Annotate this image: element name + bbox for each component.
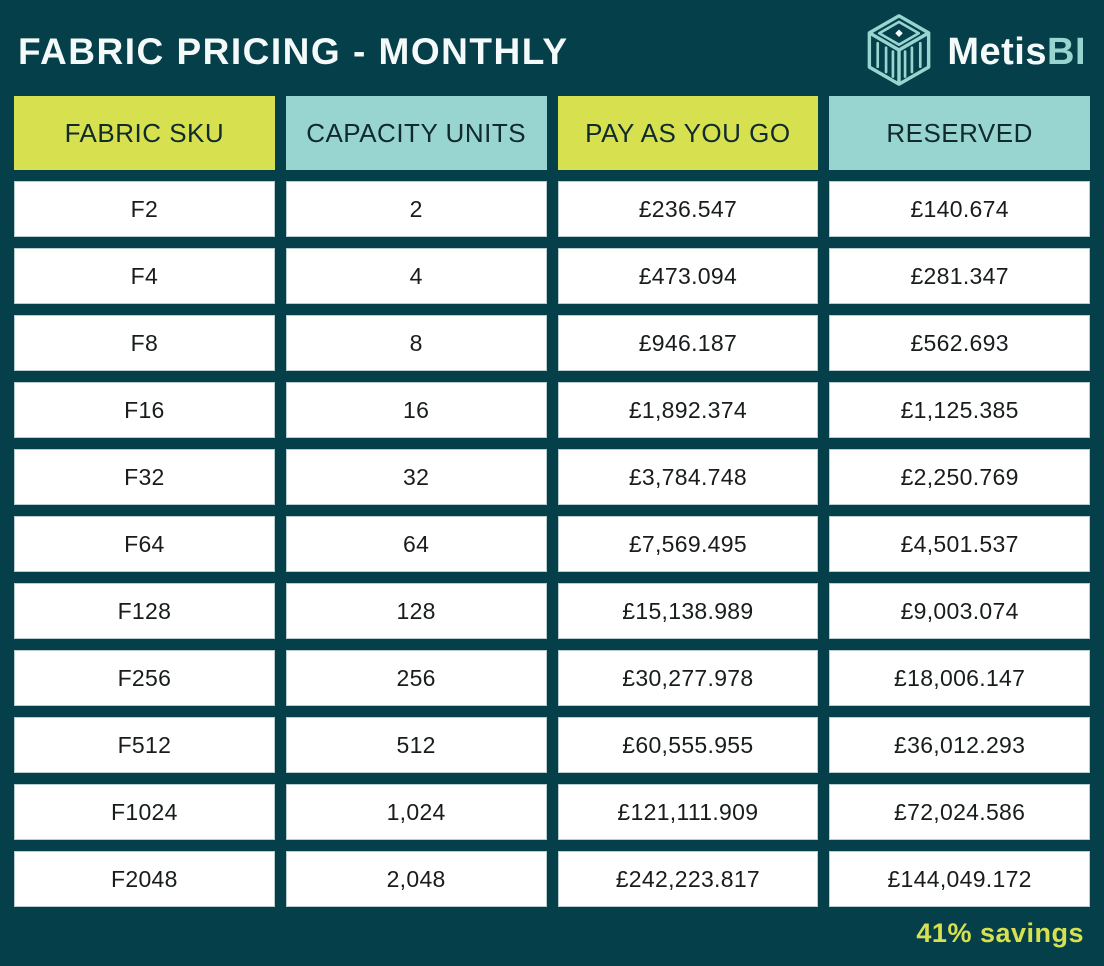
column-header-reserved: RESERVED [829,96,1090,170]
table-cell-reserved: £36,012.293 [829,717,1090,773]
table-cell-payg: £15,138.989 [557,583,819,639]
table-cell-reserved: £1,125.385 [829,382,1090,438]
table-cell-sku: F16 [14,382,275,438]
pricing-table: FABRIC SKU CAPACITY UNITS PAY AS YOU GO … [14,96,1090,907]
table-cell-sku: F4 [14,248,275,304]
table-cell-payg: £242,223.817 [557,851,819,907]
table-cell-sku: F128 [14,583,275,639]
table-cell-reserved: £140.674 [829,181,1090,237]
table-cell-payg: £236.547 [557,181,819,237]
table-cell-payg: £30,277.978 [557,650,819,706]
brand-logo: MetisBI [861,12,1086,93]
metisbi-cube-logo-icon [861,12,937,93]
table-cell-reserved: £18,006.147 [829,650,1090,706]
table-cell-reserved: £281.347 [829,248,1090,304]
table-cell-units: 32 [285,449,547,505]
column-header-capacity-units: CAPACITY UNITS [285,96,547,170]
table-cell-payg: £946.187 [557,315,819,371]
table-cell-sku: F256 [14,650,275,706]
table-cell-sku: F8 [14,315,275,371]
table-cell-units: 128 [285,583,547,639]
table-cell-units: 1,024 [285,784,547,840]
table-cell-payg: £121,111.909 [557,784,819,840]
table-cell-payg: £3,784.748 [557,449,819,505]
table-cell-units: 2,048 [285,851,547,907]
table-cell-units: 512 [285,717,547,773]
table-cell-reserved: £2,250.769 [829,449,1090,505]
table-cell-payg: £1,892.374 [557,382,819,438]
table-cell-sku: F64 [14,516,275,572]
page-title: FABRIC PRICING - MONTHLY [18,31,569,72]
footer: 41% savings [0,907,1104,966]
table-cell-payg: £473.094 [557,248,819,304]
table-cell-payg: £60,555.955 [557,717,819,773]
table-cell-units: 64 [285,516,547,572]
table-cell-reserved: £4,501.537 [829,516,1090,572]
table-cell-sku: F2048 [14,851,275,907]
table-cell-units: 4 [285,248,547,304]
table-cell-payg: £7,569.495 [557,516,819,572]
table-cell-units: 16 [285,382,547,438]
table-cell-reserved: £9,003.074 [829,583,1090,639]
table-cell-sku: F1024 [14,784,275,840]
table-cell-units: 8 [285,315,547,371]
column-header-fabric-sku: FABRIC SKU [14,96,275,170]
table-cell-reserved: £562.693 [829,315,1090,371]
table-cell-sku: F2 [14,181,275,237]
brand-name-primary: Metis [947,30,1047,73]
table-cell-units: 256 [285,650,547,706]
table-cell-units: 2 [285,181,547,237]
column-header-pay-as-you-go: PAY AS YOU GO [557,96,819,170]
table-cell-reserved: £72,024.586 [829,784,1090,840]
brand-name-suffix: BI [1047,30,1086,73]
table-cell-reserved: £144,049.172 [829,851,1090,907]
table-cell-sku: F512 [14,717,275,773]
savings-note: 41% savings [916,918,1084,948]
brand-wordmark: MetisBI [947,31,1086,74]
top-bar: FABRIC PRICING - MONTHLY [0,0,1104,96]
table-cell-sku: F32 [14,449,275,505]
